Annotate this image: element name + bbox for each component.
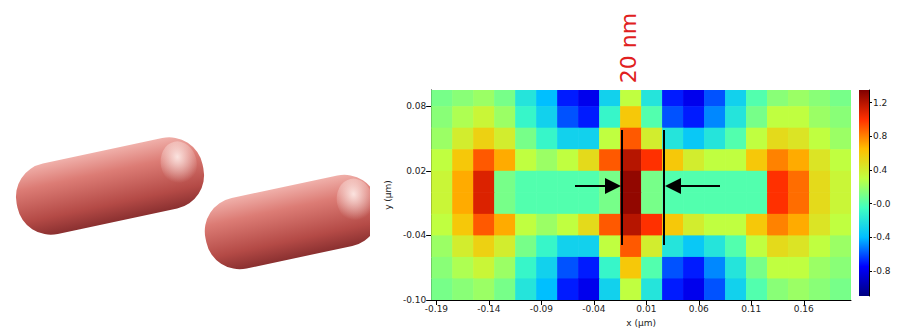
svg-text:-0.10: -0.10 <box>403 295 427 305</box>
svg-text:0.02: 0.02 <box>406 166 426 176</box>
svg-text:0.16: 0.16 <box>794 304 814 314</box>
svg-text:0.08: 0.08 <box>406 101 426 111</box>
html-text:20 nm: 20 nm <box>615 12 641 84</box>
svg-text:-0.4: -0.4 <box>873 232 891 242</box>
svg-text:-0.0: -0.0 <box>873 199 891 209</box>
svg-text:x (μm): x (μm) <box>626 318 656 328</box>
svg-text:-0.19: -0.19 <box>425 304 449 314</box>
svg-text:0.11: 0.11 <box>741 304 761 314</box>
svg-text:-0.04: -0.04 <box>403 230 427 240</box>
svg-text:-0.14: -0.14 <box>477 304 501 314</box>
svg-text:-0.04: -0.04 <box>582 304 606 314</box>
svg-text:0.01: 0.01 <box>636 304 656 314</box>
svg-text:0.06: 0.06 <box>689 304 709 314</box>
svg-text:-0.8: -0.8 <box>873 266 891 276</box>
svg-text:0.8: 0.8 <box>873 131 888 141</box>
svg-text:-0.09: -0.09 <box>530 304 554 314</box>
svg-text:y (μm): y (μm) <box>383 180 393 210</box>
svg-text:1.2: 1.2 <box>873 98 887 108</box>
svg-text:0.4: 0.4 <box>873 165 888 175</box>
